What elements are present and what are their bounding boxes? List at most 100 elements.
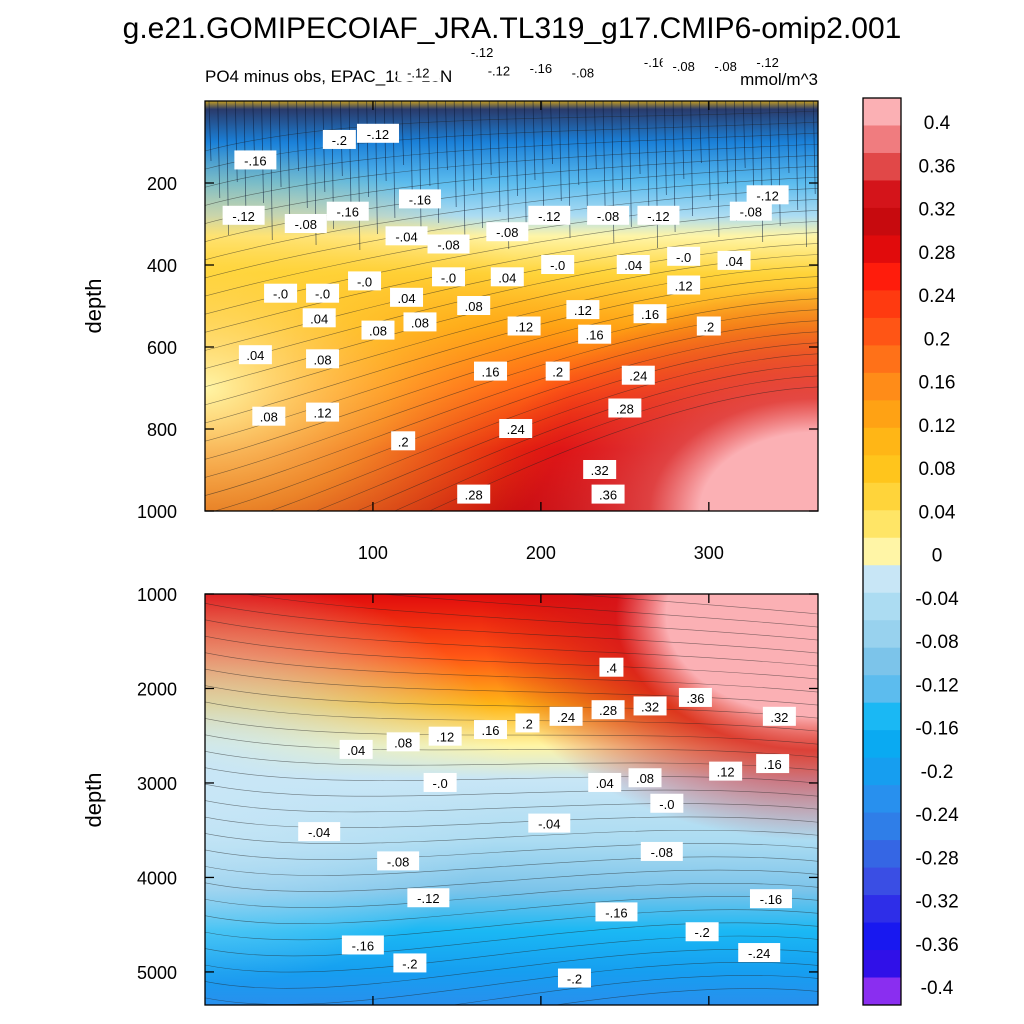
upper-contour-label-text: -.16 [244, 153, 266, 168]
upper-contour-label-bg [361, 320, 395, 340]
upper-surface-streak [550, 101, 553, 165]
colorbar-swatch [863, 647, 901, 676]
upper-surface-streak [401, 101, 405, 166]
upper-surface-streak [576, 101, 580, 186]
colorbar: 0.4 0.36 0.32 0.28 0.24 0.2 0.16 0.12 0.08 0.04 0 -… [862, 97, 959, 1006]
upper-surface-streak [427, 101, 431, 187]
upper-contour-label: -.08 [662, 56, 705, 76]
lower-contour-label-bg [341, 935, 384, 955]
upper-contour-label: -.16 [519, 58, 562, 78]
upper-contour-label: .12 [667, 275, 701, 295]
upper-contour-label-text: -.12 [538, 209, 560, 224]
upper-contour-label-text: -.08 [597, 209, 619, 224]
chart-title: g.e21.GOMIPECOIAF_JRA.TL319_g17.CMIP6-om… [123, 12, 902, 45]
upper-contour-label-text: .12 [515, 320, 533, 335]
upper-contour-label-bg [306, 402, 340, 422]
lower-contour-label: .2 [515, 713, 540, 733]
lower-contour-label-bg [650, 793, 684, 813]
colorbar-swatch [863, 620, 901, 649]
upper-contour-label-text: -.16 [644, 55, 666, 70]
upper-y-tick-label: 600 [147, 338, 177, 358]
lower-contour-line [205, 734, 818, 758]
lower-contour-label: -.16 [341, 935, 384, 955]
lower-contour-label-text: -.04 [308, 825, 330, 840]
upper-contour-label: .2 [696, 316, 721, 336]
upper-contour-label: .16 [474, 361, 508, 381]
upper-surface-streak [637, 101, 641, 175]
colorbar-swatch [863, 510, 901, 539]
upper-contour-label-bg [587, 205, 630, 225]
lower-contour-label-text: .12 [436, 730, 454, 745]
upper-contour-label-text: -.08 [572, 65, 594, 80]
upper-contour-label-bg [348, 271, 382, 291]
upper-contour-label-text: .28 [616, 402, 634, 417]
upper-contour-label-bg [499, 419, 533, 438]
upper-contour-label-text: -.12 [471, 45, 493, 60]
lower-contour-line [205, 869, 818, 892]
colorbar-label: -0.16 [915, 719, 958, 740]
lower-contour-label-bg [685, 922, 719, 942]
upper-surface-streak [348, 101, 352, 214]
colorbar-swatch [863, 950, 901, 979]
upper-contour-label-text: .04 [310, 311, 328, 326]
upper-contour-label-bg [397, 62, 440, 82]
lower-x-axis [372, 594, 710, 1005]
upper-contour-label-text: .04 [397, 291, 415, 306]
colorbar-swatch [863, 757, 901, 786]
upper-contour-label: -.0 [264, 283, 298, 303]
upper-surface-streak [515, 101, 518, 197]
colorbar-label: 0.4 [924, 113, 951, 134]
colorbar-swatch [863, 427, 901, 456]
upper-contour-label-text: .08 [314, 352, 332, 367]
upper-contour-label: .12 [306, 402, 340, 422]
lower-contour-label: -.04 [528, 813, 571, 833]
lower-contour-label: .16 [756, 754, 790, 774]
colorbar-label: 0.36 [919, 156, 956, 177]
lower-contour-label: -.08 [640, 841, 683, 861]
upper-contour-label-text: .12 [314, 406, 332, 421]
lower-contour-label-text: .16 [481, 723, 499, 738]
lower-contour-line [205, 635, 818, 680]
upper-contour-label-bg [222, 205, 265, 225]
upper-contour-label: -.12 [477, 60, 520, 80]
colorbar-swatch [863, 290, 901, 319]
upper-contour-label-bg [322, 129, 356, 149]
lower-contour-label-text: .32 [770, 710, 788, 725]
upper-contour-label-text: -.12 [756, 188, 778, 203]
upper-contour-label-bg [583, 460, 617, 479]
lower-contour-line [553, 988, 818, 1005]
lower-y-tick-label: 2000 [137, 679, 177, 699]
upper-contour-label: -.12 [222, 205, 265, 225]
colorbar-swatch [863, 867, 901, 896]
lower-contour-label: -.2 [393, 953, 427, 973]
upper-y-tick-label: 200 [147, 174, 177, 194]
upper-surface-streak [445, 101, 448, 171]
colorbar-swatch [863, 537, 901, 566]
lower-contour-label-text: .36 [686, 691, 704, 706]
upper-surface-streak [453, 101, 457, 208]
upper-surface-streak [217, 101, 221, 199]
colorbar-swatch [863, 592, 901, 621]
upper-contour-label-text: .2 [398, 434, 409, 449]
upper-contour-label-text: -.16 [337, 205, 359, 220]
upper-contour-label: -.16 [326, 201, 369, 221]
upper-surface-streak [278, 101, 282, 188]
lower-contour-label-text: -.0 [433, 776, 448, 791]
upper-contour-line [205, 309, 818, 478]
upper-contour-label-text: .16 [481, 365, 499, 380]
upper-contour-label-text: -.08 [496, 225, 518, 240]
upper-surface-streak [795, 101, 799, 211]
lower-contour-line [564, 594, 818, 615]
upper-surface-streak [663, 101, 667, 196]
colorbar-label: -0.24 [915, 805, 959, 826]
lower-contour-label-bg [557, 968, 591, 988]
upper-y-tick-label: 1000 [137, 502, 177, 522]
upper-x-tick-label: 300 [694, 543, 724, 563]
lower-contour-label: .08 [628, 768, 662, 788]
upper-surface-streak [208, 101, 212, 162]
upper-surface-streak [585, 101, 588, 223]
colorbar-swatch [863, 372, 901, 401]
lower-contour-label-bg [377, 851, 420, 871]
colorbar-swatch [863, 152, 901, 181]
upper-contour-label: .08 [403, 312, 437, 332]
